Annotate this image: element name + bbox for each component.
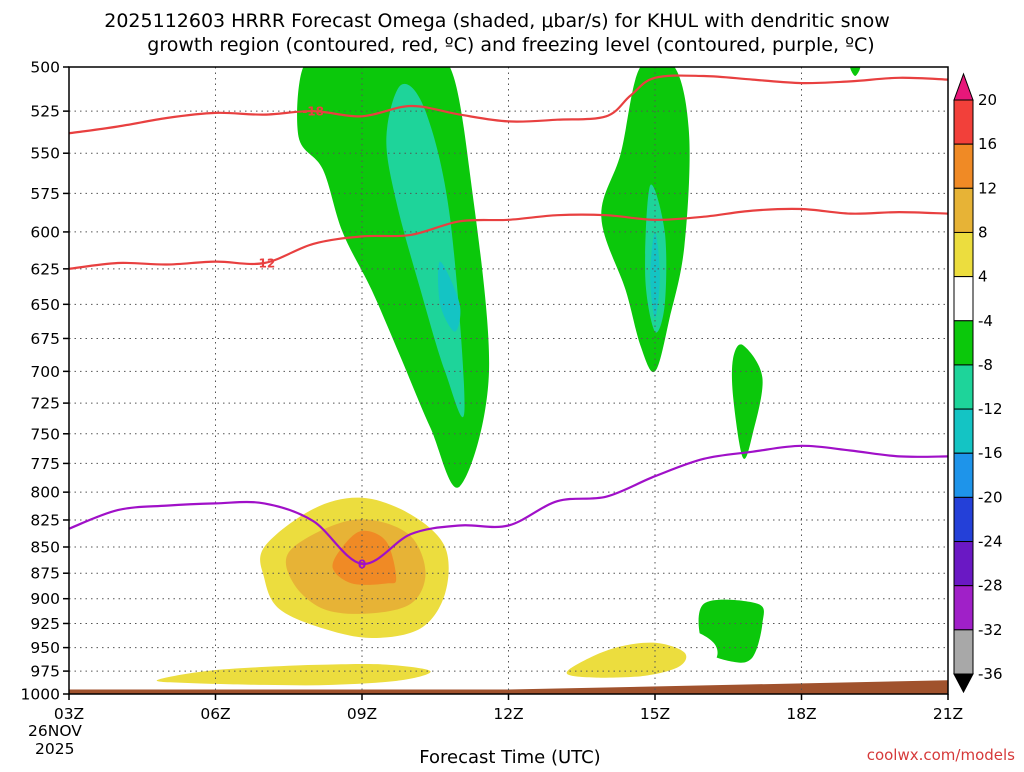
omega-region--16-2 <box>437 261 461 332</box>
colorbar-label: -32 <box>978 621 1003 639</box>
chart-title-line2: growth region (contoured, red, ºC) and f… <box>147 34 874 56</box>
x-tick-label: 09Z <box>347 705 377 723</box>
contour-line-2 <box>68 444 949 566</box>
y-tick-label: 650 <box>30 296 60 314</box>
y-tick-label: 925 <box>30 615 60 633</box>
credit-link[interactable]: coolwx.com/models <box>867 746 1015 764</box>
colorbar-label: -28 <box>978 577 1003 595</box>
ground-layer <box>69 680 948 694</box>
colorbar-swatch <box>953 541 974 587</box>
contour-line-0 <box>68 74 949 135</box>
colorbar-label: -36 <box>978 665 1003 683</box>
colorbar-label: 4 <box>978 268 988 286</box>
y-tick-label: 525 <box>30 103 60 121</box>
x-tick-label: 12Z <box>493 705 523 723</box>
chart-title-line1: 2025112603 HRRR Forecast Omega (shaded, … <box>104 10 890 32</box>
colorbar-label: -20 <box>978 488 1003 506</box>
colorbar-swatch <box>953 231 974 278</box>
y-tick-label: 1000 <box>21 686 60 704</box>
colorbar-label: 16 <box>978 135 997 153</box>
y-tick-label: 800 <box>30 484 60 502</box>
omega-region-4-17 <box>868 315 948 494</box>
x-tick-label: 03Z <box>54 705 84 723</box>
omega-region--8-6 <box>731 344 763 459</box>
omega-region-8-15 <box>156 664 431 686</box>
omega-region-8-16 <box>566 642 687 678</box>
colorbar-swatch <box>953 585 974 631</box>
colorbar-label: -24 <box>978 533 1003 551</box>
colorbar-label: -16 <box>978 444 1003 462</box>
x-tick-label: 21Z <box>933 705 963 723</box>
colorbar-swatch <box>953 408 974 454</box>
colorbar-swatch <box>953 452 974 498</box>
omega-region--16-5 <box>650 231 660 319</box>
y-axis: 500 525 550 575 600 625 650 675 700 725 750 775 800 8… <box>21 59 69 704</box>
y-tick-label: 725 <box>30 395 60 413</box>
y-tick-label: 625 <box>30 260 60 278</box>
y-tick-label: 850 <box>30 538 60 556</box>
y-tick-label: 750 <box>30 425 60 443</box>
y-tick-label: 575 <box>30 185 60 203</box>
y-tick-label: 975 <box>30 663 60 681</box>
plot-area: -18 -12 0 <box>68 66 949 695</box>
colorbar-label: -12 <box>978 400 1003 418</box>
x-axis-title: Forecast Time (UTC) <box>419 747 600 768</box>
y-tick-label: 700 <box>30 363 60 381</box>
x-tick-label: 15Z <box>640 705 670 723</box>
x-year-label: 2025 <box>35 740 74 758</box>
colorbar-bottom-extend <box>953 673 974 694</box>
omega-region--12-1 <box>386 83 465 418</box>
contour-label-0: -18 <box>302 105 324 119</box>
colorbar-label: 20 <box>978 91 997 109</box>
y-tick-label: 775 <box>30 455 60 473</box>
colorbar-label: 8 <box>978 223 988 241</box>
colorbar-swatch <box>953 99 974 145</box>
colorbar-swatch <box>953 276 974 322</box>
y-tick-label: 825 <box>30 511 60 529</box>
omega-region-4-19 <box>843 620 948 662</box>
omega-region-4-9 <box>112 67 128 332</box>
x-date-label: 26NOV <box>28 722 82 740</box>
contour-label-2: 0 <box>358 557 366 571</box>
colorbar-swatch <box>953 364 974 410</box>
y-tick-label: 950 <box>30 639 60 657</box>
y-tick-label: 600 <box>30 223 60 241</box>
omega-shading <box>86 67 948 692</box>
y-tick-label: 900 <box>30 590 60 608</box>
ground-terrain <box>69 680 948 694</box>
colorbar-label: -8 <box>978 356 993 374</box>
colorbar-label: 12 <box>978 179 997 197</box>
colorbar-swatch <box>953 629 974 675</box>
y-tick-label: 500 <box>30 59 60 77</box>
y-tick-label: 675 <box>30 330 60 348</box>
contour-lines: -18 -12 0 <box>68 74 949 571</box>
omega-region-4-18 <box>933 67 948 234</box>
colorbar-swatch <box>953 496 974 543</box>
x-tick-label: 18Z <box>786 705 816 723</box>
omega-region-16-13 <box>332 530 397 585</box>
colorbar: 20 16 12 8 4 -4 -8 -12 -16 -20 -24 -28 -32 -36 <box>953 72 1003 694</box>
contour-label-1: -12 <box>253 257 275 271</box>
colorbar-swatch <box>953 187 974 233</box>
contour-line-1 <box>68 207 949 270</box>
omega-region--8-8 <box>850 67 861 76</box>
grid <box>69 67 948 694</box>
colorbar-swatch <box>953 143 974 189</box>
x-axis: 03Z 06Z 09Z 12Z 15Z 18Z 21Z <box>54 694 963 723</box>
colorbar-label: -4 <box>978 312 993 330</box>
y-tick-label: 550 <box>30 145 60 163</box>
colorbar-swatch <box>953 320 974 366</box>
y-tick-label: 875 <box>30 565 60 583</box>
x-tick-label: 06Z <box>200 705 230 723</box>
colorbar-top-extend <box>953 72 974 101</box>
